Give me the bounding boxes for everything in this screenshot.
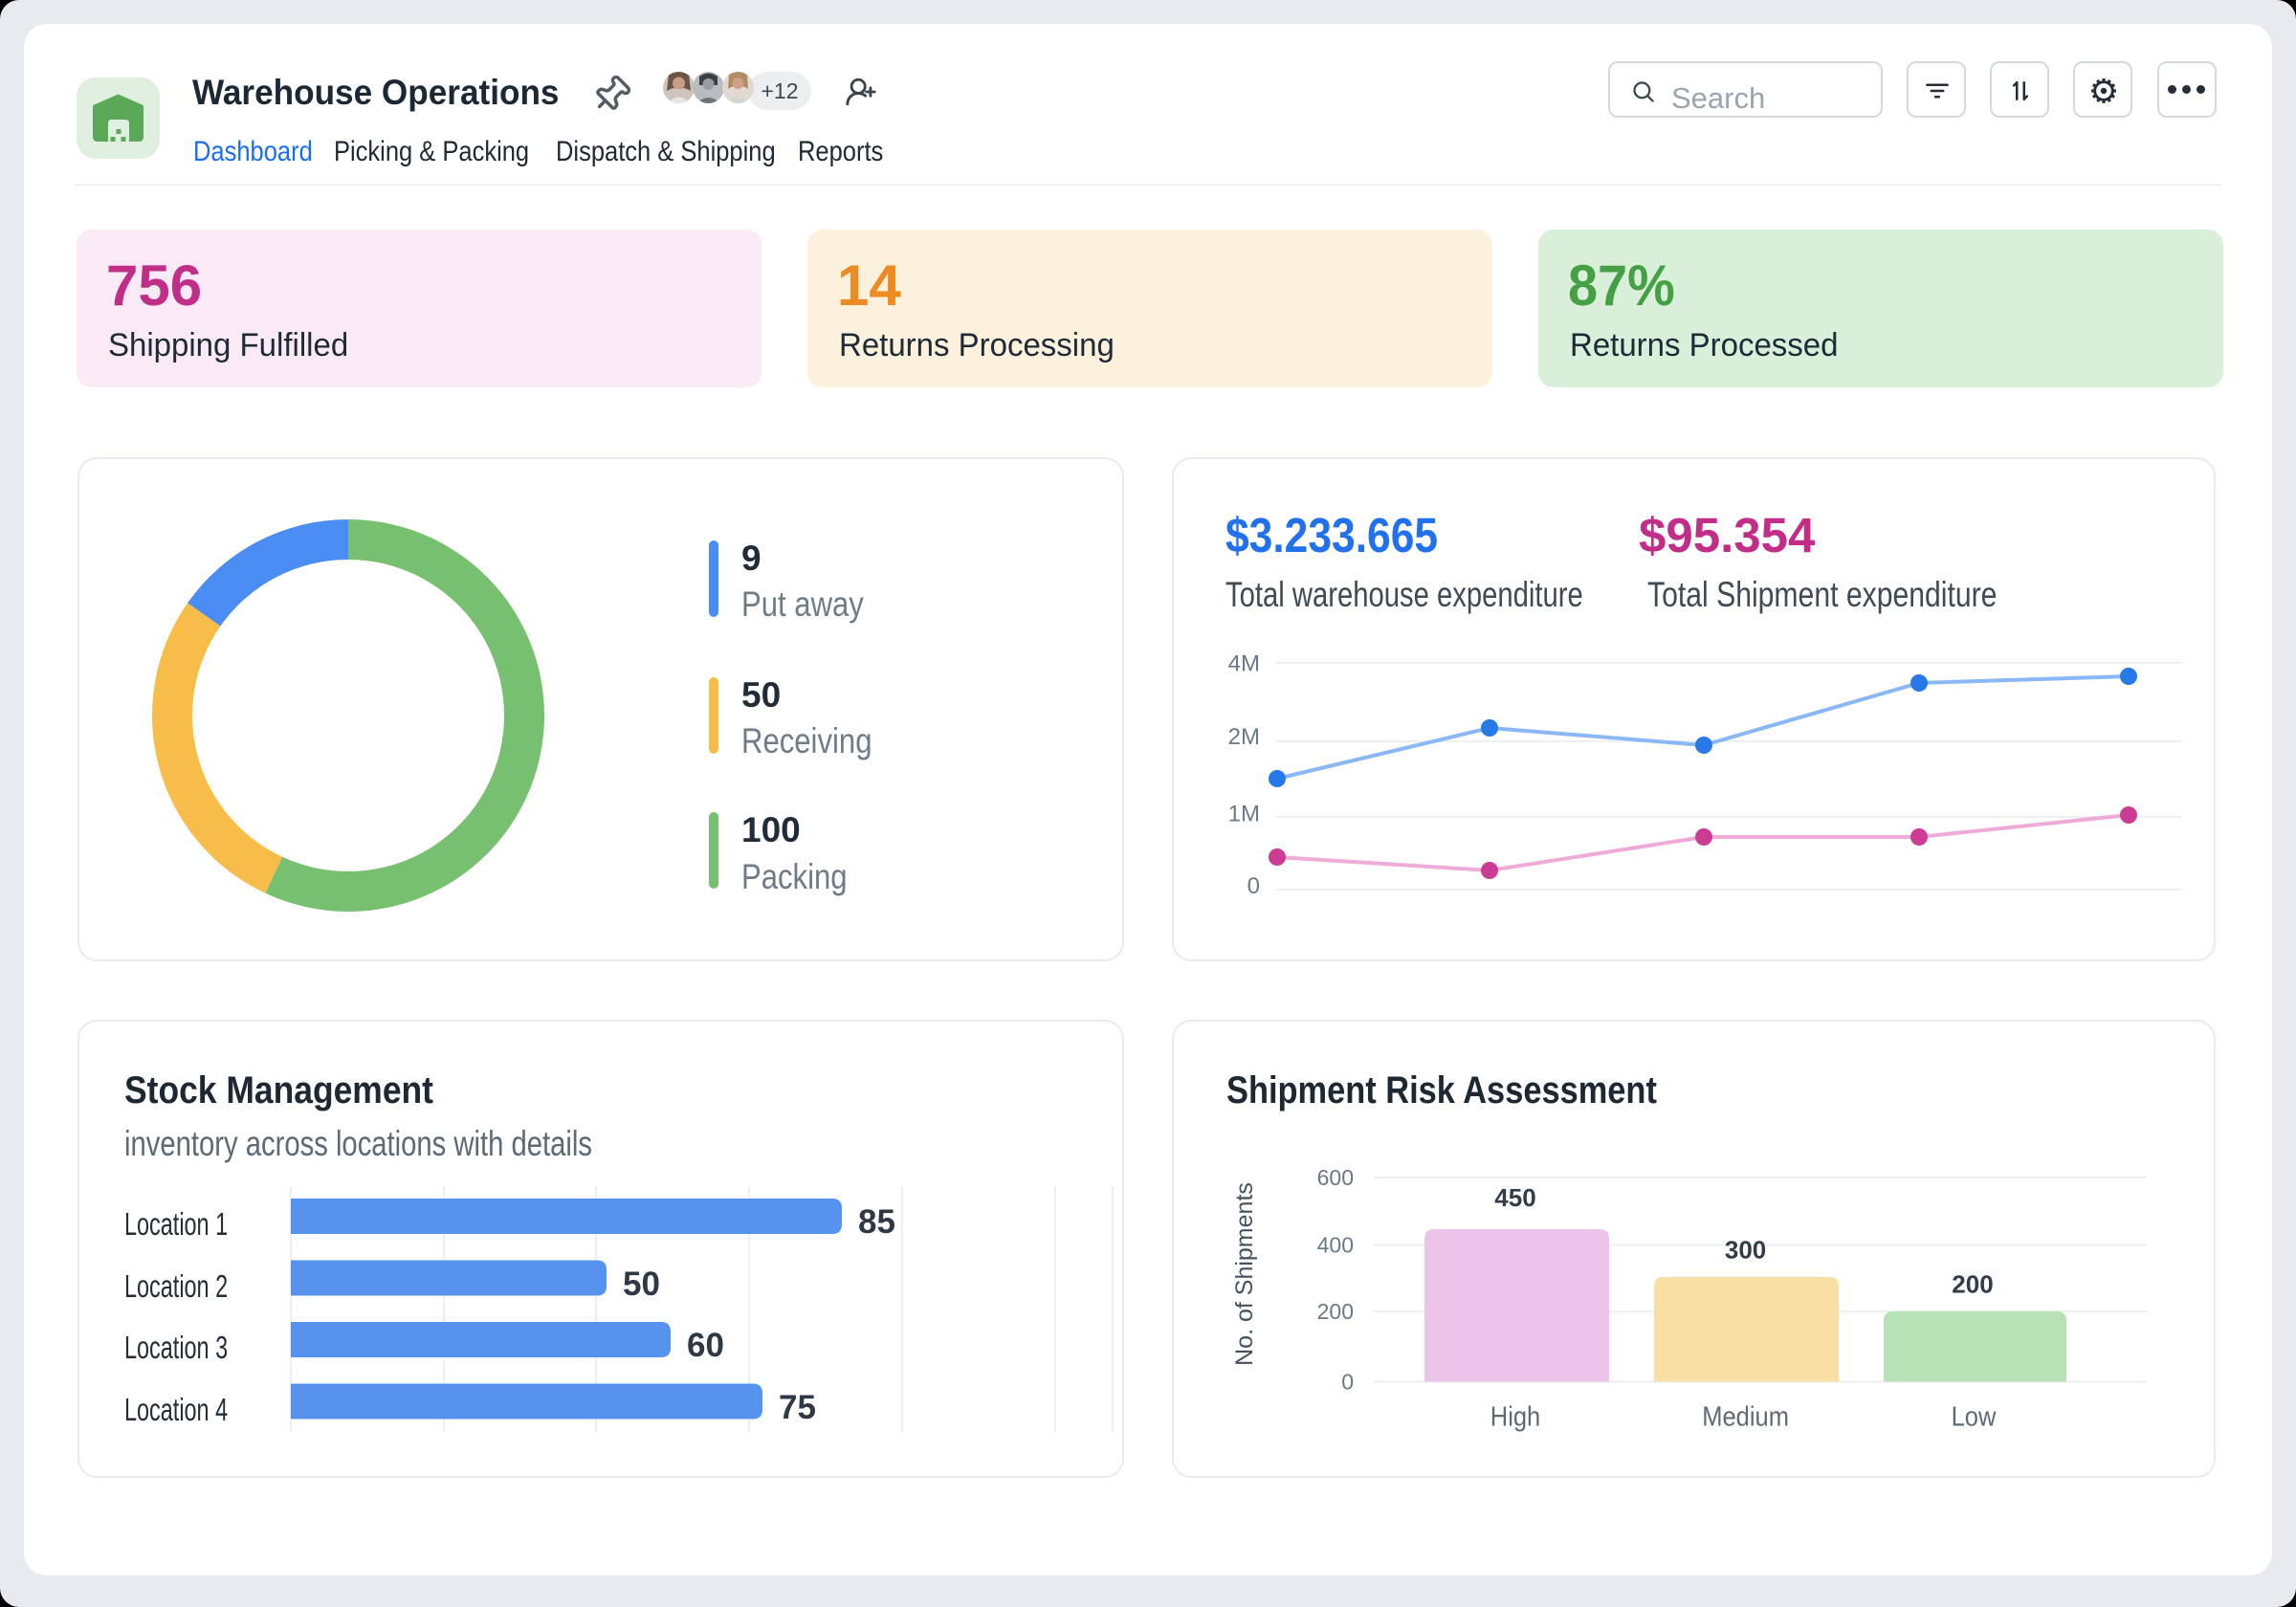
svg-text:0: 0 [1341, 1370, 1354, 1395]
svg-text:200: 200 [1317, 1299, 1354, 1324]
svg-text:0: 0 [1247, 873, 1260, 899]
svg-text:450: 450 [1494, 1183, 1535, 1212]
svg-text:200: 200 [1952, 1270, 1993, 1299]
svg-text:No. of Shipments: No. of Shipments [1231, 1182, 1258, 1366]
svg-text:1M: 1M [1228, 802, 1260, 827]
svg-text:High: High [1490, 1400, 1540, 1432]
svg-text:4M: 4M [1228, 651, 1260, 677]
svg-text:Low: Low [1952, 1400, 1997, 1432]
svg-text:600: 600 [1317, 1165, 1354, 1190]
svg-text:2M: 2M [1228, 724, 1260, 750]
svg-text:400: 400 [1317, 1233, 1354, 1258]
svg-text:300: 300 [1725, 1236, 1766, 1265]
svg-text:Medium: Medium [1702, 1400, 1789, 1432]
